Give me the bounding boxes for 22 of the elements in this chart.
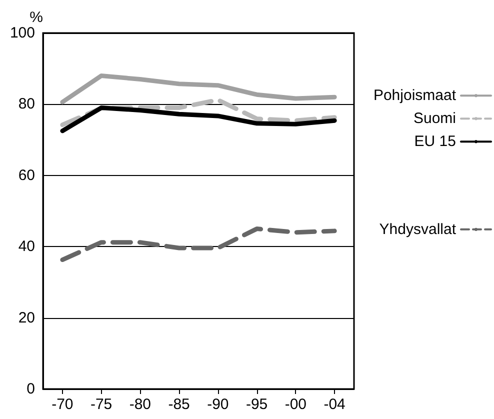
x-tick-label: -90 xyxy=(207,396,229,413)
line-series xyxy=(60,226,337,262)
x-tick-label: -75 xyxy=(90,396,112,413)
x-tick-label: -85 xyxy=(168,396,190,413)
x-tick-label: -95 xyxy=(246,396,268,413)
x-tick-label: -80 xyxy=(129,396,152,413)
line-series xyxy=(60,98,337,128)
y-tick-label: 60 xyxy=(18,166,35,184)
y-tick-label: 20 xyxy=(18,309,35,326)
legend-label: Yhdysvallat xyxy=(379,220,457,238)
y-tick-label: 100 xyxy=(10,24,35,42)
x-tick-label: -00 xyxy=(284,396,307,413)
y-tick-label: 80 xyxy=(18,96,35,113)
y-tick-label: 0 xyxy=(26,380,35,398)
x-tick-label: -70 xyxy=(52,396,74,413)
line-series xyxy=(60,73,337,104)
legend-label: Pohjoismaat xyxy=(373,87,457,104)
legend-label: EU 15 xyxy=(414,133,456,150)
x-tick-label: -04 xyxy=(324,396,346,413)
y-axis-title: % xyxy=(30,9,43,26)
legend-label: Suomi xyxy=(413,110,456,128)
y-tick-label: 40 xyxy=(18,238,35,256)
